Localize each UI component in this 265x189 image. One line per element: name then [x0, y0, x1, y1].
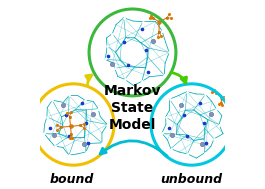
Text: Markov
State
Model: Markov State Model: [104, 84, 161, 132]
FancyArrowPatch shape: [86, 75, 92, 86]
Text: bound: bound: [49, 173, 94, 186]
FancyArrowPatch shape: [100, 141, 167, 156]
FancyArrowPatch shape: [171, 72, 187, 83]
Text: unbound: unbound: [161, 173, 223, 186]
